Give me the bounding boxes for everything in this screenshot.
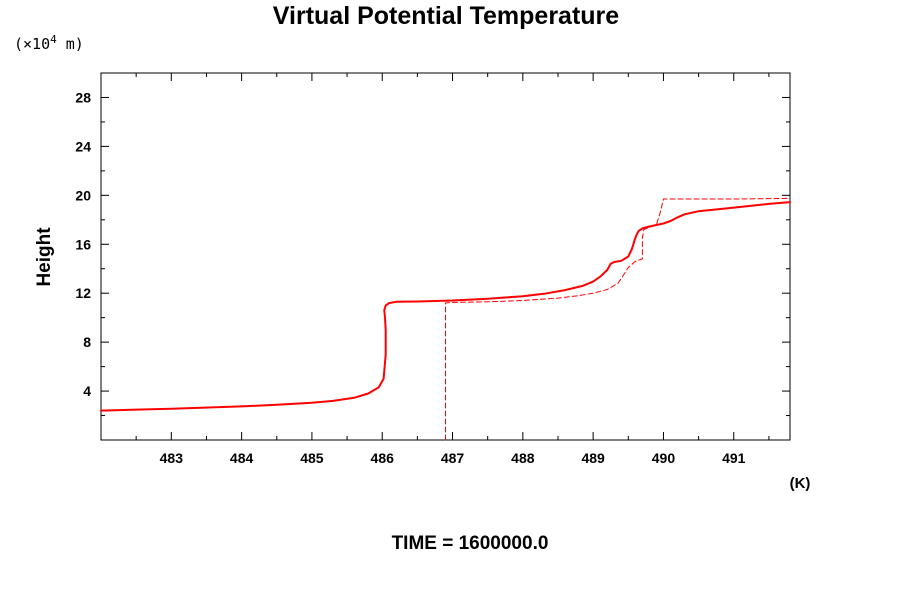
y-unit-suffix: m) [57, 35, 84, 53]
ticks-layer: 483 484 485 486 487 488 489 490 491 4 8 12 16 20 24 28 [75, 73, 790, 466]
y-axis-label: Height [34, 227, 55, 287]
y-unit-prefix: (×10 [14, 35, 50, 53]
x-tick-label: 483 [160, 450, 184, 466]
x-tick-label: 489 [581, 450, 605, 466]
x-tick-label: 486 [371, 450, 395, 466]
x-tick-label: 491 [722, 450, 746, 466]
y-tick-label: 4 [83, 383, 91, 399]
time-label: TIME = 1600000.0 [392, 533, 549, 554]
series-layer [100, 197, 791, 441]
x-unit-label: (K) [790, 475, 811, 492]
y-tick-label: 28 [75, 89, 91, 105]
x-tick-label: 487 [441, 450, 465, 466]
x-tick-label: 484 [230, 450, 254, 466]
y-unit-exponent: 4 [50, 33, 57, 46]
y-tick-label: 8 [83, 334, 91, 350]
series-line-solid [100, 201, 791, 412]
y-tick-label: 12 [75, 285, 91, 301]
y-tick-label: 24 [75, 138, 91, 154]
y-tick-label: 20 [75, 187, 91, 203]
y-unit-label: (×104 m) [14, 33, 84, 53]
x-tick-label: 490 [652, 450, 676, 466]
plot-frame [100, 72, 791, 441]
y-tick-label: 16 [75, 236, 91, 252]
x-tick-label: 485 [300, 450, 324, 466]
x-tick-label: 488 [511, 450, 535, 466]
chart-title: Virtual Potential Temperature [273, 2, 619, 30]
series-line-dashed [445, 197, 791, 441]
